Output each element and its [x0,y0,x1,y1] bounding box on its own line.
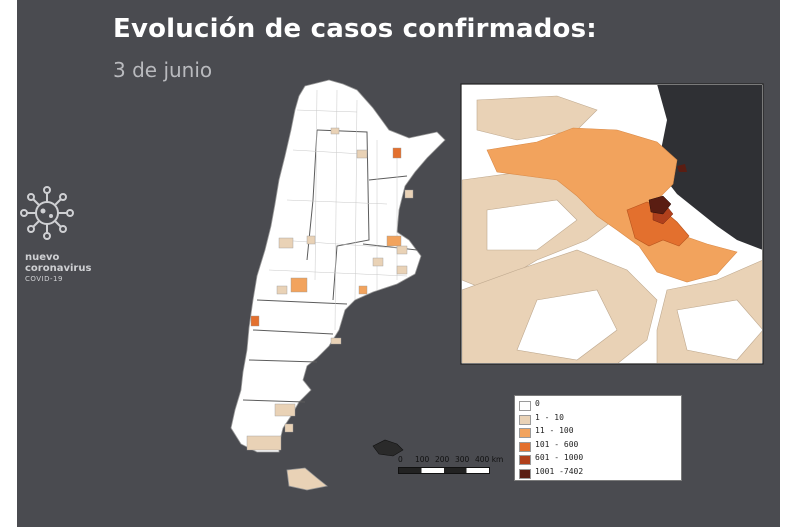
legend-item: 0 [515,399,675,413]
brand-text-line3: COVID-19 [25,275,63,283]
legend-swatch [519,428,531,438]
legend-label: 101 - 600 [535,439,579,449]
brand-text-line1: nuevo [25,252,60,263]
map-legend: 0 1 - 10 11 - 100 101 - 600 601 - 1000 1001 -… [514,395,682,481]
legend-item: 11 - 100 [515,426,675,440]
legend-label: 601 - 1000 [535,453,584,462]
argentina-map [230,79,446,491]
brand-text-line2: coronavirus [25,263,92,274]
malvinas-islands [372,439,404,457]
page-subtitle: 3 de junio [113,58,213,82]
legend-swatch [519,455,531,465]
scale-label-200: 200 [435,455,450,464]
rio-de-la-plata [657,85,762,250]
page-title: Evolución de casos confirmados: [113,14,597,44]
legend-label: 0 [535,399,540,408]
legend-item: 1001 -7402 [515,467,675,481]
legend-label: 1001 -7402 [535,466,584,476]
coronavirus-icon [20,186,74,240]
legend-item: 1 - 10 [515,413,675,427]
brand-logo: nuevo coronavirus COVID-19 [17,178,97,288]
scale-bar: 0 100 200 300 400 km [398,455,508,485]
scale-label-100: 100 [415,455,430,464]
legend-item: 601 - 1000 [515,453,675,467]
legend-swatch [519,414,531,425]
inset-map-buenos-aires [460,83,764,365]
legend-swatch [519,441,531,452]
legend-swatch [519,401,531,411]
map-panel: Evolución de casos confirmados: 3 de jun… [17,0,780,527]
scale-bar-graphic [398,467,490,474]
legend-item: 101 - 600 [515,440,675,454]
scale-label-400km: 400 km [475,455,504,464]
tierra-del-fuego [286,467,328,491]
map-canvas [230,79,764,491]
scale-label-300: 300 [455,455,470,464]
scale-label-0: 0 [398,455,403,464]
argentina-mainland [230,79,446,453]
legend-swatch [519,468,531,479]
legend-label: 11 - 100 [535,426,574,435]
legend-label: 1 - 10 [535,412,564,422]
